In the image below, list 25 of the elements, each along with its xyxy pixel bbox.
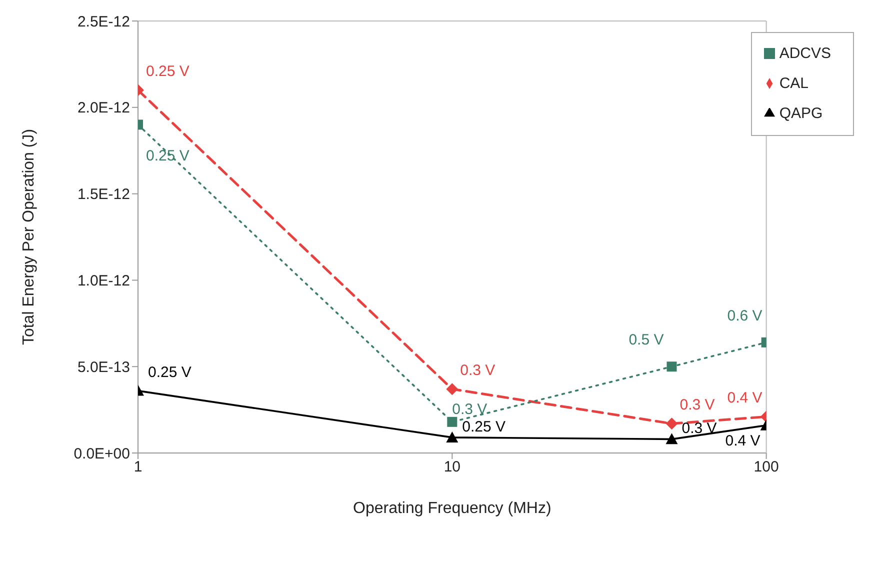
x-axis-title: Operating Frequency (MHz) [353, 500, 552, 517]
y-tick-label: 0.0E+00 [74, 445, 130, 462]
annotation: 0.5 V [628, 332, 664, 349]
x-tick-label: 1 [134, 458, 142, 476]
annotation: 0.3 V [460, 362, 496, 380]
annotation: 0.4 V [727, 390, 762, 407]
x-tick-label: 100 [754, 458, 779, 476]
annotation: 0.3 V [682, 420, 717, 438]
legend-label: CAL [779, 75, 808, 92]
y-tick-label: 2.0E-12 [77, 100, 130, 117]
annotation: 0.25 V [462, 418, 506, 436]
x-tick-label: 10 [444, 458, 460, 476]
y-tick-label: 2.5E-12 [77, 13, 130, 30]
annotation: 0.3 V [680, 396, 715, 414]
legend-label: QAPG [779, 105, 823, 122]
annotation: 0.3 V [452, 400, 488, 418]
annotation: 0.25 V [148, 364, 192, 381]
legend-label: ADCVS [779, 45, 831, 62]
y-axis-title: Total Energy Per Operation (J) [20, 128, 38, 346]
annotation: 0.6 V [727, 307, 762, 324]
annotation: 0.4 V [725, 432, 760, 450]
y-tick-label: 5.0E-13 [77, 358, 130, 376]
y-tick-label: 1.0E-12 [77, 272, 130, 290]
annotation: 0.25 V [146, 63, 190, 80]
y-tick-label: 1.5E-12 [77, 186, 130, 204]
